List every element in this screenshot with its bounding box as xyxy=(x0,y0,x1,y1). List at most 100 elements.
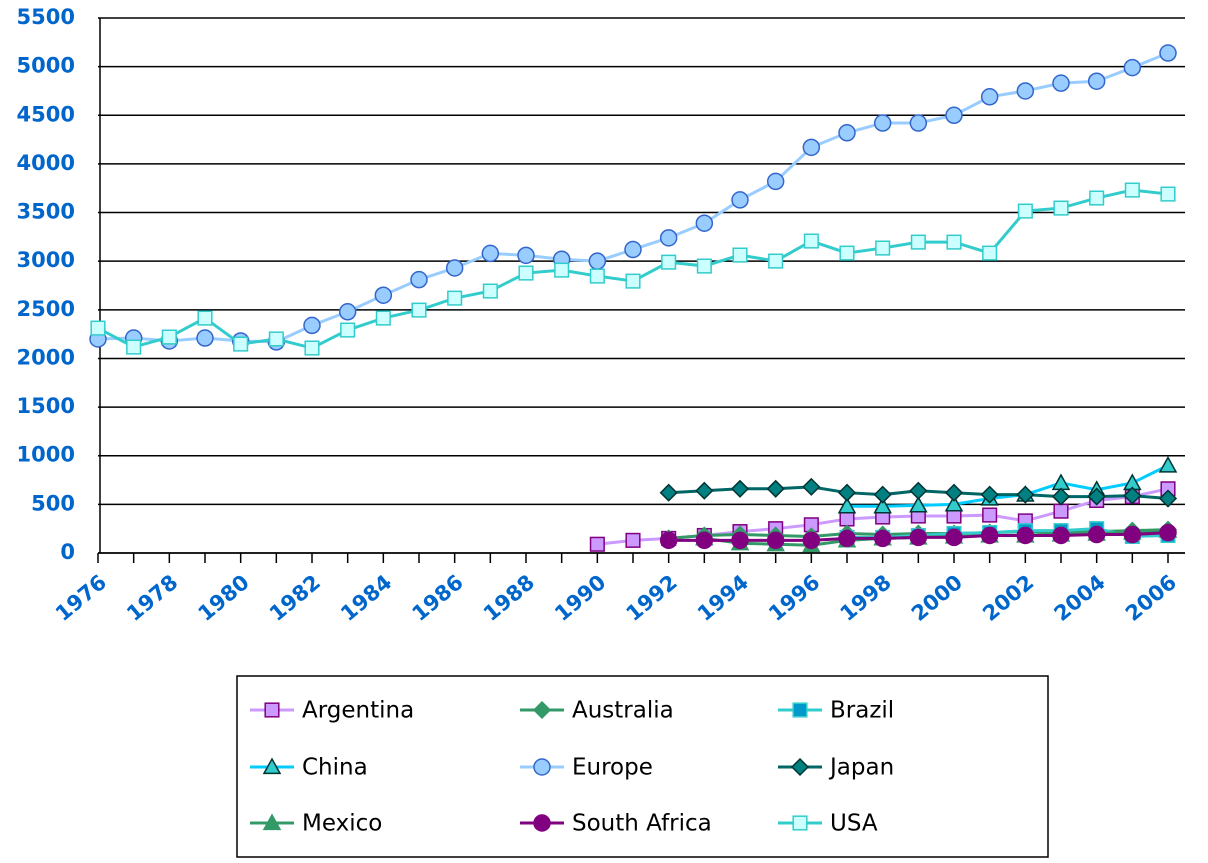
marker xyxy=(1158,455,1178,473)
marker xyxy=(875,240,891,256)
marker xyxy=(661,254,677,270)
marker xyxy=(161,329,177,345)
marker xyxy=(262,813,282,831)
marker xyxy=(792,815,808,831)
y-tick-label: 500 xyxy=(31,491,75,515)
marker xyxy=(1016,82,1035,100)
legend-label: Japan xyxy=(828,755,894,781)
legend-label: Mexico xyxy=(302,811,382,837)
marker xyxy=(445,259,464,277)
y-tick-label: 0 xyxy=(60,540,75,564)
marker xyxy=(268,331,284,347)
marker xyxy=(1052,526,1070,545)
marker xyxy=(980,88,999,106)
marker xyxy=(533,758,551,776)
marker xyxy=(1087,72,1106,90)
marker xyxy=(624,240,642,259)
marker xyxy=(944,494,964,512)
marker xyxy=(90,320,106,336)
marker xyxy=(589,536,605,552)
legend-box xyxy=(236,675,1049,858)
x-tick-label: 1978 xyxy=(122,570,182,626)
marker xyxy=(304,340,320,356)
x-tick-label: 1994 xyxy=(693,570,753,626)
x-tick-label: 1984 xyxy=(336,570,396,626)
marker xyxy=(980,485,999,504)
marker xyxy=(1053,200,1069,216)
series-line xyxy=(847,464,1169,508)
marker xyxy=(790,757,810,777)
marker xyxy=(980,526,999,545)
marker xyxy=(909,528,928,547)
marker xyxy=(659,229,678,247)
marker xyxy=(909,481,928,500)
marker xyxy=(1123,486,1142,505)
x-tick-label: 2004 xyxy=(1050,570,1110,626)
marker xyxy=(873,485,892,504)
marker xyxy=(695,531,714,550)
y-tick-label: 5500 xyxy=(17,5,75,29)
legend-label: Europe xyxy=(572,755,653,781)
x-tick-label: 2006 xyxy=(1121,570,1181,626)
marker xyxy=(909,114,928,132)
marker xyxy=(375,310,391,326)
marker xyxy=(766,531,785,550)
marker xyxy=(1158,489,1178,508)
marker xyxy=(982,245,998,261)
marker xyxy=(982,507,998,523)
marker xyxy=(482,283,498,299)
marker xyxy=(264,702,280,718)
marker xyxy=(695,481,714,500)
legend-label: China xyxy=(302,755,368,781)
x-tick-label: 2000 xyxy=(907,570,967,626)
marker xyxy=(659,483,678,502)
marker xyxy=(1016,485,1035,504)
marker xyxy=(374,286,393,304)
marker xyxy=(731,191,749,209)
marker xyxy=(839,245,855,261)
marker xyxy=(768,253,784,269)
series-line xyxy=(97,51,1169,344)
marker xyxy=(533,814,551,832)
x-tick-label: 1986 xyxy=(408,570,468,626)
marker xyxy=(197,310,213,326)
marker xyxy=(1123,525,1142,544)
marker xyxy=(340,322,356,338)
y-tick-label: 4000 xyxy=(17,151,75,175)
marker xyxy=(1052,74,1070,92)
marker xyxy=(1124,182,1140,198)
legend-label: Argentina xyxy=(302,698,414,724)
marker xyxy=(792,702,808,718)
marker xyxy=(447,290,463,306)
y-tick-label: 5000 xyxy=(17,54,75,78)
y-tick-label: 2500 xyxy=(17,297,75,321)
marker xyxy=(766,479,785,498)
marker xyxy=(1123,58,1142,77)
x-tick-label: 1998 xyxy=(836,570,896,626)
marker xyxy=(532,700,552,720)
marker xyxy=(518,265,534,281)
marker xyxy=(1159,44,1177,62)
marker xyxy=(873,114,892,132)
marker xyxy=(338,303,357,321)
x-tick-label: 2002 xyxy=(978,570,1038,626)
marker xyxy=(1053,503,1069,519)
marker xyxy=(517,246,535,265)
marker xyxy=(909,495,928,513)
marker xyxy=(126,339,142,355)
marker xyxy=(837,496,857,514)
marker xyxy=(838,124,856,142)
marker xyxy=(695,214,714,232)
marker xyxy=(303,316,321,335)
y-tick-label: 3000 xyxy=(17,248,75,272)
x-tick-label: 1996 xyxy=(764,570,824,626)
marker xyxy=(802,138,821,157)
marker xyxy=(1160,186,1176,202)
marker xyxy=(802,531,821,550)
legend-label: South Africa xyxy=(572,811,712,837)
series-line xyxy=(97,188,1169,350)
marker xyxy=(588,252,607,270)
marker xyxy=(1017,203,1033,219)
marker xyxy=(696,258,712,274)
marker xyxy=(730,479,750,498)
